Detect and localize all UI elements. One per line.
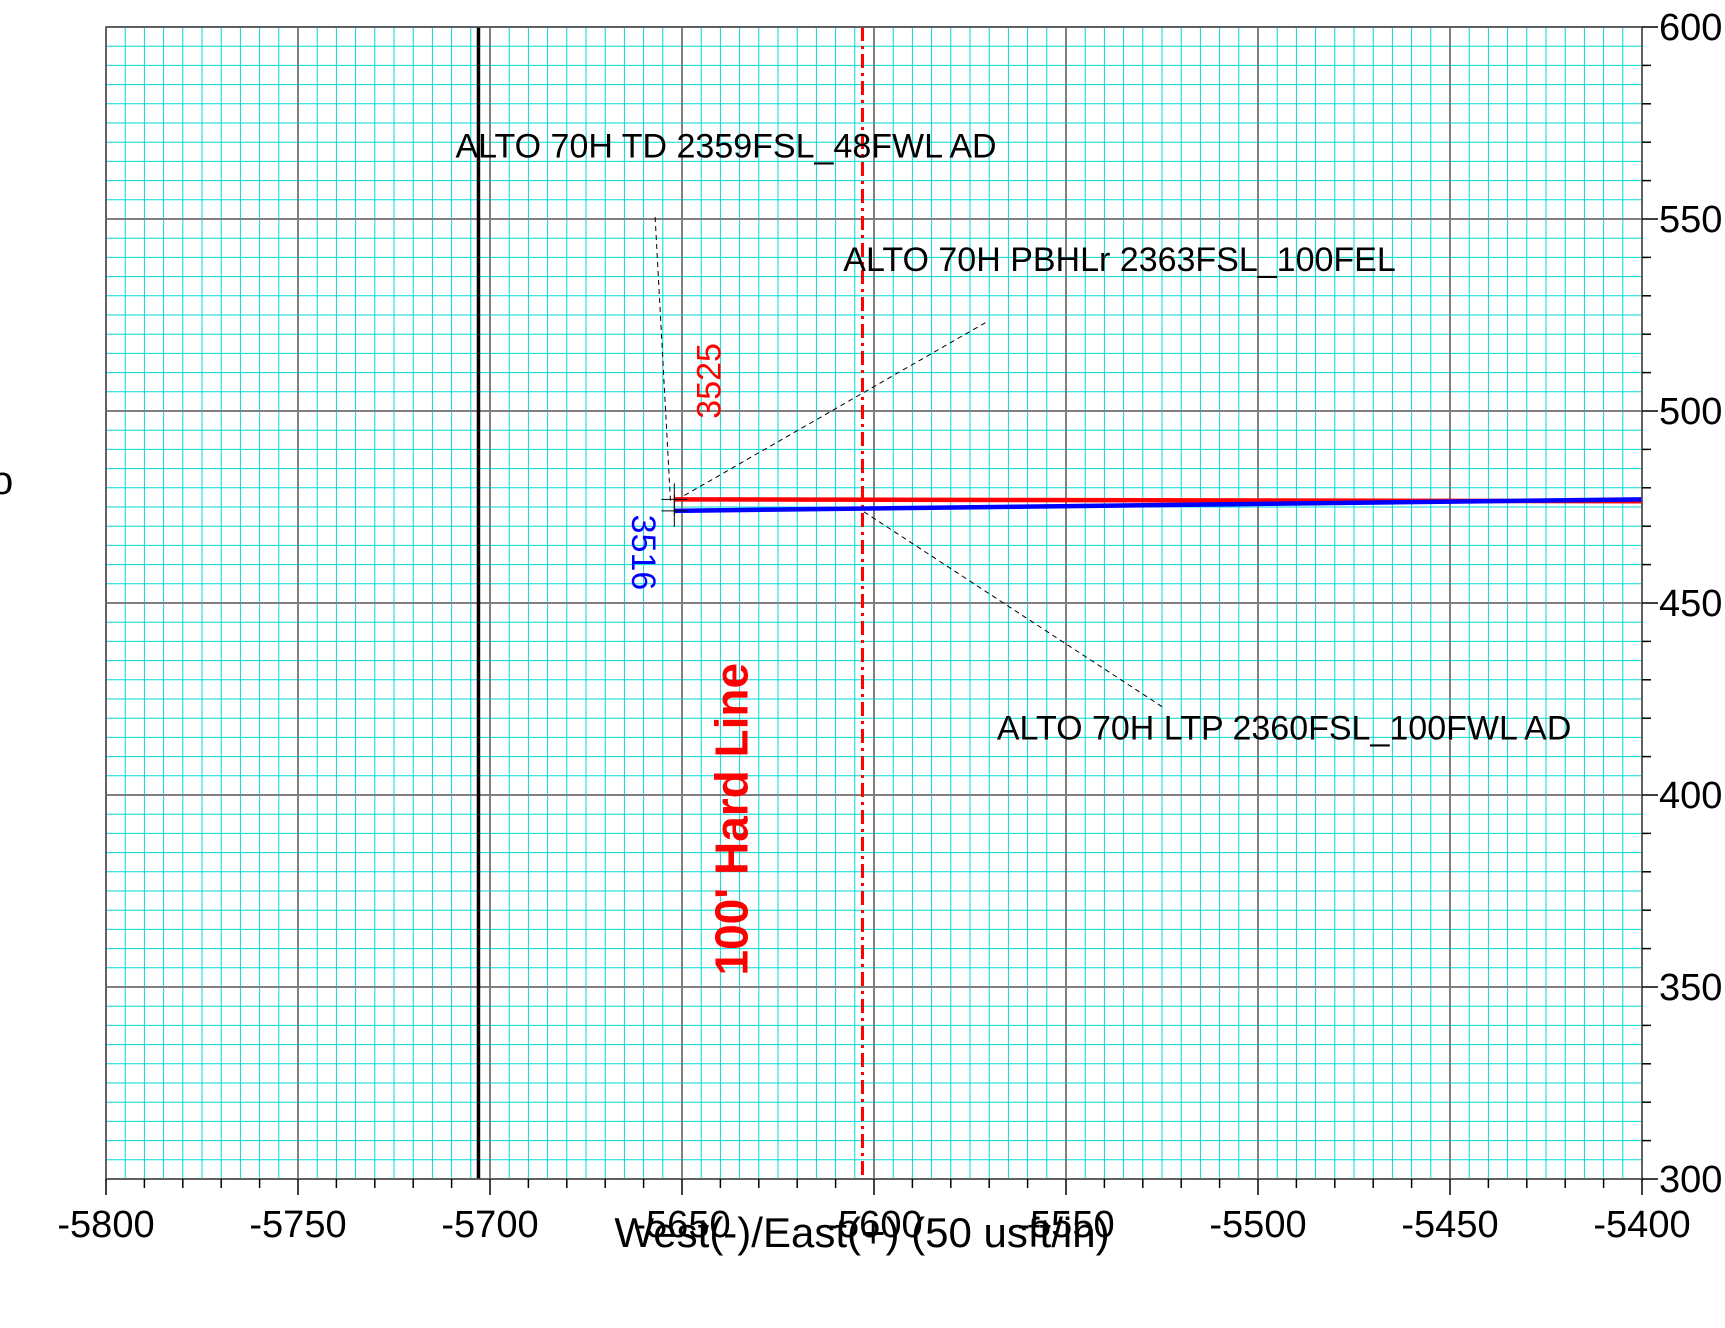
annotation-label: 3516 [624,515,662,591]
x-tick-label: -5500 [1209,1204,1306,1246]
x-tick-label: -5800 [57,1204,154,1246]
x-tick-label: -5550 [1017,1204,1114,1246]
x-tick-labels: -5800 -5750 -5700 -5650 -5600 -5550 -5500 -5450… [57,1204,1690,1246]
x-tick-label: -5600 [825,1204,922,1246]
leader-line [654,217,671,502]
x-tick-label: -5700 [441,1204,538,1246]
annotation-label: ALTO 70H PBHLr 2363FSL_100FEL [843,241,1396,279]
annotation-label: 3525 [690,343,728,419]
x-axis-label: West(-)/East(+) (50 usft/in) [614,1209,1109,1256]
axis-ticks [105,26,1658,1195]
left-edge-partial-label: o [0,459,13,503]
endpoint-markers [661,483,688,527]
y-tick-label: 350 [1659,967,1722,1009]
leader-line [674,322,986,502]
x-tick-label: -5450 [1401,1204,1498,1246]
leader-line [862,510,1163,708]
y-tick-label: 550 [1659,199,1722,241]
annotation-label: ALTO 70H LTP 2360FSL_100FWL AD [997,709,1572,747]
x-tick-label: -5400 [1593,1204,1690,1246]
annotation-label: ALTO 70H TD 2359FSL_48FWL AD [455,128,996,166]
y-tick-label: 600 [1659,7,1722,49]
y-tick-label: 450 [1659,583,1722,625]
y-tick-label: 500 [1659,391,1722,433]
y-tick-label: 400 [1659,775,1722,817]
y-tick-labels: 300 350 400 450 500 550 600 [1659,7,1722,1201]
x-tick-label: -5750 [249,1204,346,1246]
well-paths [674,497,1643,514]
annotation-leaders [654,217,1163,708]
series-line-blue [674,497,1643,514]
annotation-labels: ALTO 70H TD 2359FSL_48FWL AD ALTO 70H PBH… [455,128,1571,976]
x-tick-label: -5650 [633,1204,730,1246]
hard-line-label: 100' Hard Line [705,663,757,976]
reference-lines [476,27,864,1179]
y-tick-label: 300 [1659,1159,1722,1201]
